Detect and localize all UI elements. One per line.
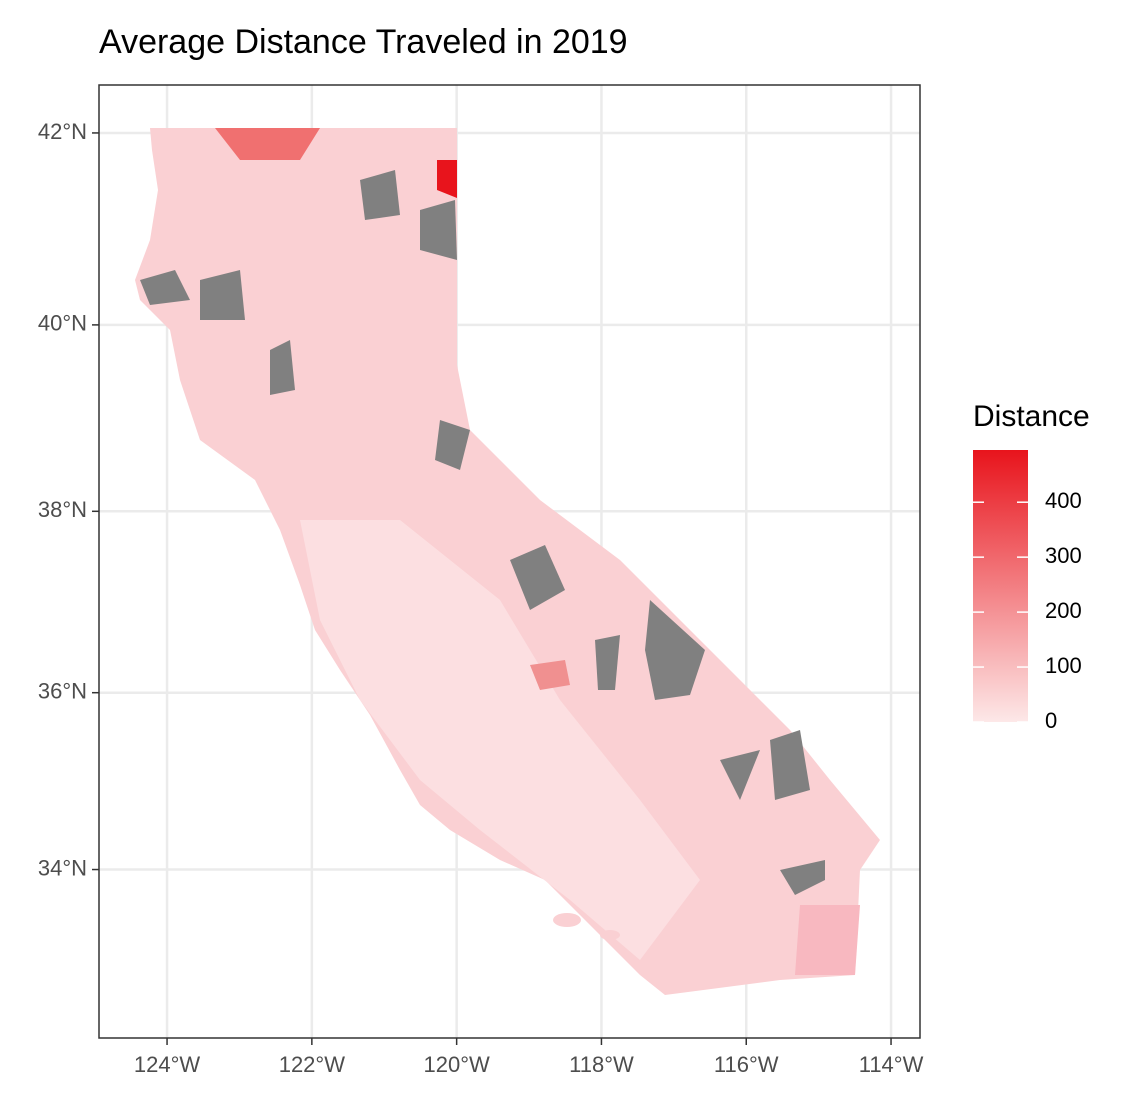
y-tick-label: 40°N — [38, 311, 87, 336]
map — [135, 128, 880, 995]
legend-title: Distance — [973, 400, 1090, 433]
x-tick-label: 114°W — [859, 1052, 924, 1077]
island — [553, 913, 581, 927]
region-mid — [530, 660, 570, 690]
region-max — [437, 160, 457, 198]
panel-border — [98, 84, 921, 1039]
colorbar — [973, 450, 1028, 722]
legend-tick-label: 400 — [1045, 488, 1082, 513]
legend-tick-label: 300 — [1045, 543, 1082, 568]
x-tick-label: 118°W — [569, 1052, 634, 1077]
legend-tick-label: 0 — [1045, 708, 1057, 733]
x-tick-label: 120°W — [424, 1052, 491, 1077]
y-tick-label: 34°N — [38, 855, 87, 880]
island — [600, 930, 620, 940]
region-light — [300, 520, 700, 960]
y-tick-label: 38°N — [38, 497, 87, 522]
region-high — [215, 128, 320, 160]
y-tick-label: 36°N — [38, 679, 87, 704]
x-tick-label: 122°W — [279, 1052, 346, 1077]
x-tick-label: 124°W — [134, 1052, 201, 1077]
region-mid — [795, 905, 860, 975]
legend-tick-label: 200 — [1045, 598, 1082, 623]
chart-title: Average Distance Traveled in 2019 — [99, 23, 628, 61]
no-data-regions — [140, 170, 825, 895]
legend-tick-label: 100 — [1045, 653, 1082, 678]
y-tick-label: 42°N — [38, 119, 87, 144]
x-tick-label: 116°W — [714, 1052, 779, 1077]
state-outline — [135, 128, 880, 995]
